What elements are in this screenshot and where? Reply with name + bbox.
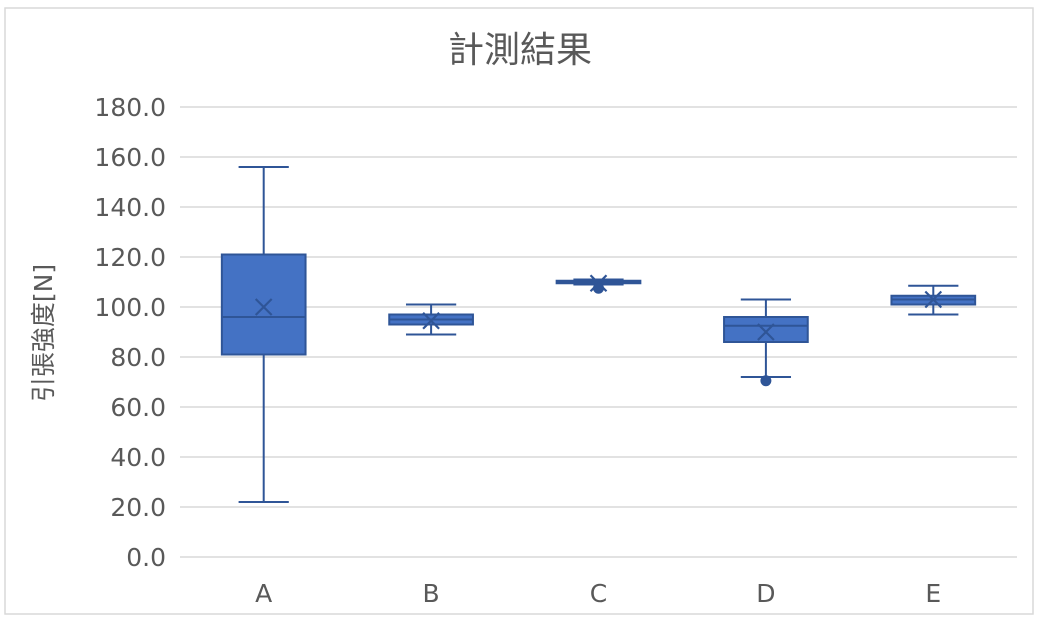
y-tick-label: 160.0: [94, 143, 166, 172]
y-tick-label: 40.0: [110, 443, 166, 472]
x-tick-labels: A B C D E: [255, 579, 941, 608]
gridlines: [180, 106, 1017, 558]
box-body: [723, 316, 809, 343]
y-tick-label: 0.0: [126, 543, 166, 572]
y-tick-label: 80.0: [110, 343, 166, 372]
chart-title: 計測結果: [448, 30, 592, 71]
x-tick-label: E: [925, 579, 941, 608]
box-series: [220, 166, 977, 503]
y-tick-labels: 0.0 20.0 40.0 60.0 80.0 100.0 120.0 140.0 160.0 1…: [94, 93, 166, 572]
y-tick-label: 20.0: [110, 493, 166, 522]
box-A: [220, 166, 307, 503]
box-E: [890, 284, 977, 316]
chart-border: [4, 7, 1034, 615]
mean-marker: [254, 298, 273, 316]
y-tick-label: 180.0: [94, 93, 166, 122]
y-axis-label: 引張強度[N]: [29, 264, 58, 402]
x-tick-label: B: [423, 579, 440, 608]
y-tick-label: 140.0: [94, 193, 166, 222]
outlier-point: [760, 375, 772, 387]
x-tick-label: C: [590, 579, 607, 608]
box-B: [388, 303, 474, 336]
x-tick-label: D: [756, 579, 775, 608]
x-tick-label: A: [255, 579, 272, 608]
y-tick-label: 120.0: [94, 243, 166, 272]
box-body: [220, 253, 307, 356]
box-D: [723, 298, 809, 387]
y-tick-label: 60.0: [110, 393, 166, 422]
mean-marker: [757, 323, 775, 341]
box-C: [555, 274, 642, 294]
mean-marker: [422, 311, 440, 330]
mean-marker: [924, 290, 943, 309]
outlier-point: [593, 282, 604, 294]
y-tick-label: 100.0: [94, 293, 166, 322]
